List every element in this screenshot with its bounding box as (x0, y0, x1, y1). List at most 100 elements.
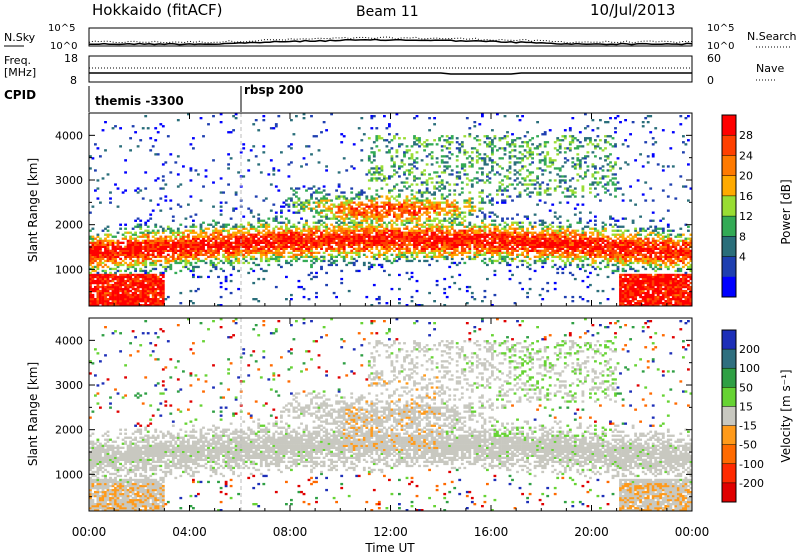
power-cell (370, 247, 374, 251)
power-cell (566, 195, 570, 198)
power-cell (315, 189, 318, 192)
power-cell (106, 235, 110, 238)
power-cell (292, 133, 296, 136)
nsky-line (89, 38, 693, 46)
power-cell (521, 235, 525, 238)
power-cell (423, 233, 427, 236)
power-cell (423, 237, 427, 240)
power-cell (508, 151, 512, 154)
power-cell (486, 173, 489, 176)
power-cell (415, 139, 419, 142)
power-cell (418, 241, 421, 245)
power-cell (229, 263, 233, 267)
power-cell (425, 143, 429, 146)
power-cell (161, 285, 165, 289)
power-cell (131, 263, 135, 267)
power-cell (493, 231, 497, 234)
power-cell (134, 275, 138, 279)
power-cell (350, 243, 354, 247)
power-cell (440, 237, 444, 240)
power-cell (204, 169, 208, 172)
power-cell (104, 304, 107, 306)
power-cell (144, 255, 148, 259)
power-cell (518, 235, 522, 238)
power-cell (388, 189, 391, 192)
power-cell (468, 135, 472, 138)
power-cell (438, 255, 442, 259)
power-cell (264, 241, 268, 245)
power-cell (184, 239, 188, 243)
power-cell (146, 304, 150, 306)
power-cell (300, 165, 303, 168)
power-cell (144, 257, 148, 261)
power-cell (423, 247, 427, 251)
power-cell (395, 259, 399, 263)
power-cell (159, 251, 163, 255)
power-cell (285, 235, 288, 238)
power-cell (94, 302, 97, 305)
power-cell (548, 237, 552, 240)
power-cell (435, 233, 439, 236)
power-cell (506, 143, 509, 146)
power-cell (106, 253, 110, 257)
power-cell (440, 255, 444, 259)
power-cell (433, 255, 437, 259)
power-cell (531, 225, 535, 228)
power-cell (508, 263, 512, 267)
power-cell (295, 249, 298, 253)
power-cell (568, 179, 572, 182)
power-cell (184, 261, 188, 265)
power-cell (285, 237, 288, 240)
power-cell (325, 249, 329, 253)
power-cell (478, 179, 482, 182)
power-cell (111, 304, 115, 306)
power-cell (496, 193, 499, 196)
power-cell (460, 235, 464, 238)
power-cell (546, 241, 550, 245)
power-cell (413, 249, 416, 253)
power-cell (521, 159, 525, 162)
power-cell (169, 171, 173, 174)
power-cell (146, 247, 150, 251)
power-cell (136, 289, 140, 293)
power-cell (388, 125, 391, 128)
power-cell (367, 215, 371, 218)
power-cell (383, 247, 386, 251)
power-cell (475, 181, 479, 184)
power-cell (350, 199, 354, 202)
power-cell (498, 255, 502, 259)
power-cell (568, 223, 572, 226)
power-cell (297, 197, 301, 200)
power-cell (222, 191, 226, 194)
nsearch-label: N.Search (747, 30, 797, 43)
power-cell (551, 231, 555, 234)
power-cell (352, 225, 356, 228)
power-cell (272, 219, 276, 222)
power-cell (89, 257, 92, 261)
power-cell (400, 237, 404, 240)
power-cell (465, 255, 469, 259)
power-cell (101, 300, 105, 303)
power-cell (450, 241, 454, 245)
power-cell (214, 251, 218, 255)
power-cell (370, 251, 374, 255)
power-cell (252, 249, 256, 253)
power-cell (398, 239, 401, 243)
power-cell (377, 225, 381, 228)
power-cell (199, 247, 203, 251)
power-cell (189, 179, 193, 182)
power-cell (91, 265, 95, 269)
power-cell (377, 217, 381, 220)
power-cell (104, 273, 107, 277)
power-cell (287, 227, 291, 230)
power-cell (533, 225, 537, 228)
power-cell (280, 251, 283, 255)
power-cell (111, 127, 115, 130)
nsky-tick-top: 10^5 (48, 23, 75, 34)
power-cell (538, 233, 542, 236)
power-cell (470, 205, 474, 208)
power-cell (340, 277, 344, 281)
power-cell (521, 165, 525, 168)
cpid-label: CPID (4, 88, 36, 102)
power-cell (553, 241, 557, 245)
